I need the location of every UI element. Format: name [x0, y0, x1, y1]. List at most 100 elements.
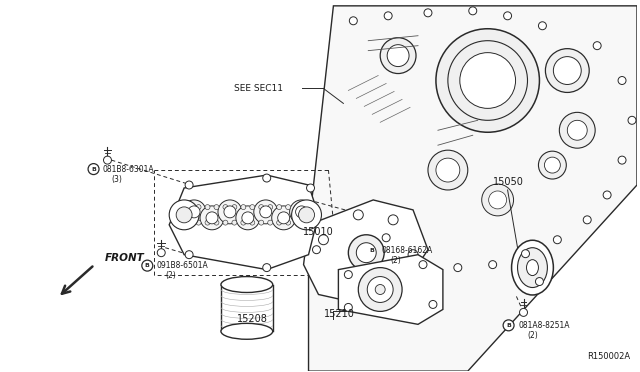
Circle shape [263, 174, 271, 182]
Circle shape [196, 205, 201, 209]
Text: 15010: 15010 [303, 227, 333, 237]
Circle shape [299, 212, 304, 217]
Circle shape [375, 285, 385, 295]
Circle shape [503, 320, 514, 331]
Circle shape [245, 212, 250, 217]
Circle shape [618, 77, 626, 84]
Circle shape [384, 12, 392, 20]
Circle shape [250, 205, 255, 209]
Ellipse shape [221, 323, 273, 339]
Circle shape [344, 270, 353, 279]
Circle shape [294, 205, 300, 209]
Circle shape [263, 212, 268, 217]
Circle shape [424, 9, 432, 17]
Circle shape [356, 243, 376, 263]
Circle shape [319, 235, 328, 245]
Circle shape [367, 276, 393, 302]
Circle shape [618, 156, 626, 164]
Circle shape [169, 200, 199, 230]
Circle shape [245, 212, 250, 217]
Circle shape [196, 220, 201, 225]
Circle shape [182, 200, 206, 224]
Text: (2): (2) [527, 331, 538, 340]
Circle shape [223, 205, 228, 209]
Circle shape [241, 205, 246, 209]
Circle shape [281, 212, 286, 217]
Circle shape [263, 264, 271, 272]
Circle shape [276, 220, 282, 225]
Circle shape [387, 45, 409, 67]
Circle shape [206, 212, 218, 224]
Circle shape [104, 156, 111, 164]
Text: B: B [91, 167, 96, 171]
Circle shape [268, 205, 273, 209]
Circle shape [628, 116, 636, 124]
Circle shape [583, 216, 591, 224]
Circle shape [259, 220, 264, 225]
Circle shape [296, 206, 308, 218]
Circle shape [185, 251, 193, 259]
Circle shape [429, 301, 437, 308]
Text: B: B [145, 263, 150, 268]
Circle shape [214, 205, 219, 209]
Polygon shape [303, 200, 428, 304]
Circle shape [482, 184, 513, 216]
Ellipse shape [527, 260, 538, 276]
Circle shape [188, 206, 200, 218]
Circle shape [278, 212, 290, 224]
Circle shape [250, 220, 255, 225]
Circle shape [241, 220, 246, 225]
Circle shape [545, 49, 589, 93]
Text: 081B8-6301A: 081B8-6301A [102, 164, 154, 174]
Circle shape [349, 17, 357, 25]
Circle shape [88, 164, 99, 174]
Circle shape [536, 278, 543, 286]
Circle shape [448, 41, 527, 120]
Circle shape [344, 304, 353, 311]
Circle shape [263, 212, 268, 217]
Circle shape [272, 206, 296, 230]
Polygon shape [169, 175, 319, 270]
Circle shape [157, 249, 165, 257]
Circle shape [209, 212, 214, 217]
Circle shape [554, 57, 581, 84]
Circle shape [294, 220, 300, 225]
Circle shape [567, 120, 588, 140]
Circle shape [353, 210, 364, 220]
Circle shape [489, 261, 497, 269]
Circle shape [209, 212, 214, 217]
Circle shape [468, 7, 477, 15]
Circle shape [460, 52, 516, 108]
Circle shape [176, 207, 192, 223]
Circle shape [290, 200, 314, 224]
Ellipse shape [518, 248, 547, 288]
Circle shape [504, 12, 511, 20]
Ellipse shape [221, 276, 273, 292]
Circle shape [348, 235, 384, 270]
Circle shape [358, 267, 402, 311]
Circle shape [200, 206, 224, 230]
Circle shape [281, 212, 286, 217]
Circle shape [307, 184, 314, 192]
Circle shape [538, 22, 547, 30]
Text: 091B8-6501A: 091B8-6501A [156, 261, 208, 270]
Text: 15050: 15050 [493, 177, 524, 187]
Circle shape [520, 308, 527, 316]
Circle shape [224, 206, 236, 218]
Circle shape [205, 205, 210, 209]
Ellipse shape [511, 240, 554, 295]
Circle shape [260, 206, 272, 218]
Circle shape [268, 220, 273, 225]
Text: FRONT: FRONT [104, 253, 144, 263]
Text: R150002A: R150002A [588, 352, 630, 361]
Circle shape [142, 260, 153, 271]
Circle shape [408, 250, 418, 260]
Circle shape [367, 245, 378, 256]
Circle shape [545, 157, 561, 173]
Text: (3): (3) [111, 174, 122, 183]
Circle shape [259, 205, 264, 209]
Circle shape [223, 220, 228, 225]
Circle shape [603, 191, 611, 199]
Circle shape [242, 212, 254, 224]
Circle shape [380, 38, 416, 74]
